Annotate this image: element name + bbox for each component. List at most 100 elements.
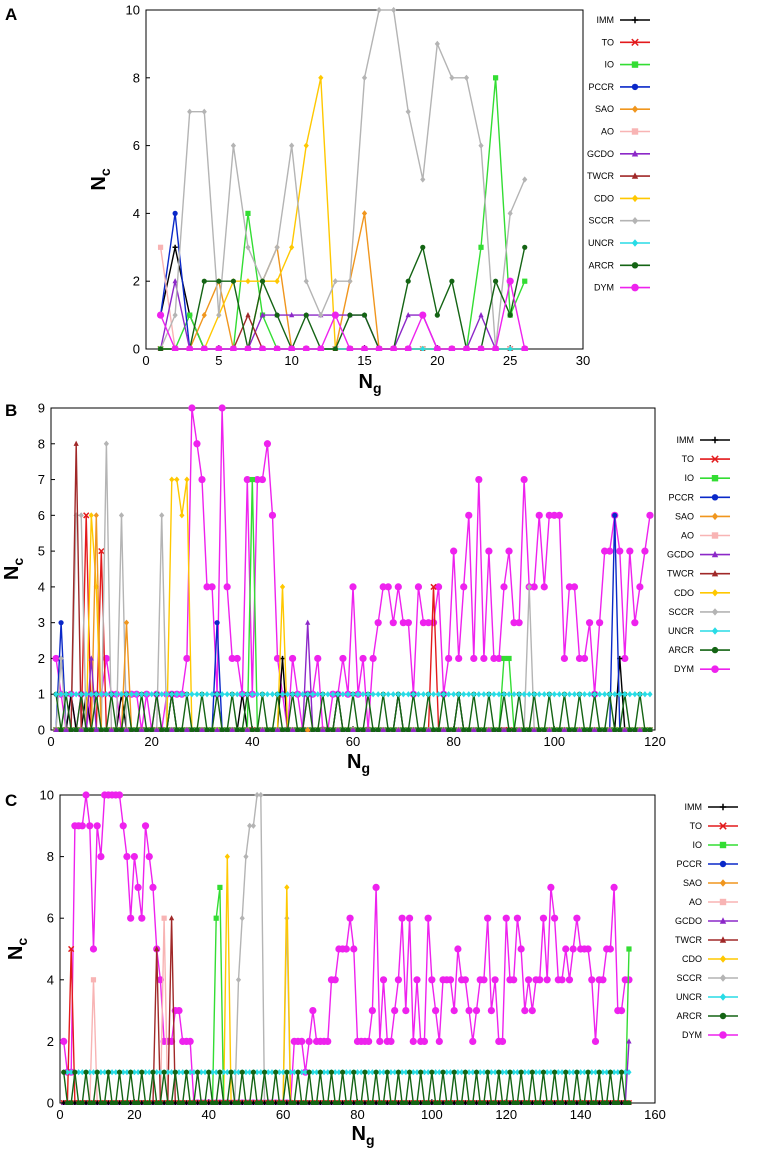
data-point [138, 914, 146, 922]
y-tick-label: 6 [38, 508, 45, 523]
data-point [399, 1069, 405, 1076]
legend-label: UNCR [668, 626, 694, 636]
data-point [340, 727, 346, 732]
data-point [164, 691, 170, 698]
data-point [529, 1069, 535, 1075]
legend-marker-imm [719, 803, 727, 811]
data-point [480, 976, 488, 984]
legend-label: GCDO [675, 916, 702, 926]
data-point [370, 691, 376, 698]
data-point [398, 914, 406, 922]
data-point [224, 853, 230, 860]
data-point [347, 1069, 353, 1076]
x-tick-label: 0 [56, 1107, 63, 1122]
data-point [346, 345, 354, 351]
data-point [335, 691, 341, 698]
legend-label: CDO [594, 193, 614, 203]
data-point [310, 1069, 316, 1076]
data-point [124, 1100, 130, 1105]
data-point [165, 1069, 171, 1076]
data-point [562, 945, 570, 953]
data-point [339, 654, 347, 663]
data-point [269, 727, 276, 732]
data-point [375, 345, 383, 351]
data-point [179, 512, 185, 519]
data-point [578, 1069, 584, 1076]
data-point [78, 726, 84, 732]
data-point [342, 945, 350, 953]
data-point [343, 1069, 349, 1076]
data-point [544, 1069, 550, 1076]
data-point [637, 726, 643, 732]
data-point [380, 1069, 387, 1076]
data-point [269, 1100, 275, 1105]
data-point [366, 1069, 372, 1076]
data-point [351, 1069, 357, 1075]
data-point [206, 1069, 212, 1075]
data-point [360, 691, 366, 698]
data-point [430, 727, 437, 732]
data-point [318, 74, 324, 81]
data-point [586, 691, 593, 698]
data-point [475, 475, 483, 484]
x-tick-label: 10 [284, 353, 298, 368]
data-point [254, 691, 260, 698]
x-tick-label: 15 [357, 353, 371, 368]
data-point [144, 691, 150, 698]
y-axis-label-sub: c [10, 558, 26, 566]
data-point [53, 691, 59, 698]
x-tick-label: 160 [644, 1107, 666, 1122]
data-point [581, 1100, 587, 1105]
data-point [591, 1037, 600, 1045]
data-point [354, 1069, 361, 1076]
data-point [310, 691, 316, 698]
data-point [268, 511, 277, 519]
data-point [68, 691, 74, 698]
data-point [183, 654, 191, 663]
panel-letter: B [5, 401, 17, 420]
data-point [183, 1069, 190, 1075]
y-axis-label: Nc [5, 938, 30, 960]
legend-label: AO [601, 127, 614, 137]
legend-marker-dym [719, 1031, 727, 1039]
data-point [261, 1069, 268, 1075]
data-point [425, 1069, 431, 1076]
data-point [300, 727, 306, 732]
data-point [347, 312, 353, 318]
plot-frame [50, 407, 656, 731]
data-point [149, 691, 155, 698]
y-tick-label: 4 [133, 206, 140, 221]
data-point [123, 853, 131, 861]
data-point [647, 727, 653, 732]
data-point [97, 853, 105, 861]
data-point [454, 945, 462, 953]
x-tick-label: 20 [430, 353, 444, 368]
data-point [602, 727, 608, 732]
legend-label: IO [604, 60, 614, 70]
data-point [88, 691, 94, 698]
data-point [340, 1069, 346, 1075]
data-point [499, 1069, 506, 1076]
data-point [518, 1069, 524, 1075]
data-point [477, 1069, 483, 1076]
legend-marker-pccr [719, 860, 727, 868]
data-point [569, 945, 577, 953]
data-point [324, 1037, 332, 1045]
data-point [425, 691, 432, 698]
data-point [637, 691, 643, 698]
series-line-arcr [55, 694, 650, 731]
data-point [221, 1069, 227, 1076]
data-point [424, 619, 433, 627]
y-tick-label: 4 [38, 579, 45, 594]
data-point [515, 619, 523, 627]
data-point [325, 1100, 331, 1105]
data-point [229, 691, 235, 698]
data-point [172, 278, 178, 284]
data-point [384, 1069, 390, 1075]
data-point [584, 945, 592, 953]
data-point [156, 311, 165, 319]
data-point [279, 583, 286, 590]
y-tick-label: 2 [38, 651, 45, 666]
data-point [495, 654, 503, 663]
data-point [414, 1100, 420, 1105]
